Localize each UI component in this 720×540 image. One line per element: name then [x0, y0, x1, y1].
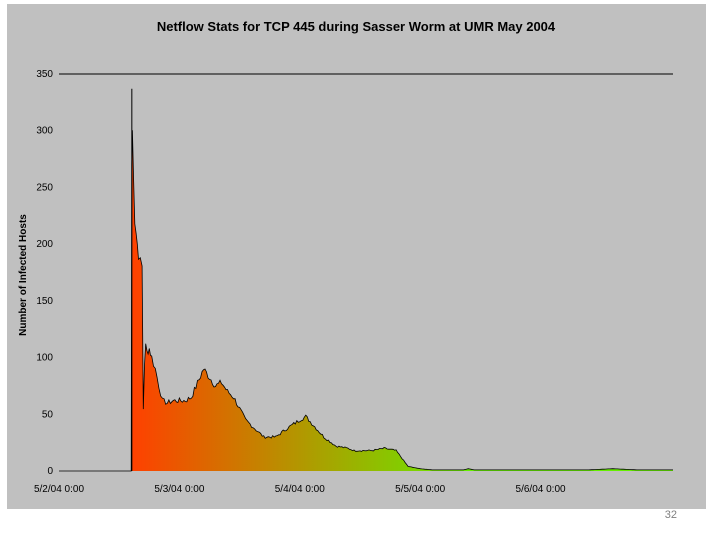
y-tick-label: 150	[36, 296, 53, 307]
page-number: 32	[664, 509, 677, 521]
chart-title: Netflow Stats for TCP 445 during Sasser …	[157, 19, 556, 34]
y-tick-label: 200	[36, 239, 53, 250]
x-tick-label: 5/3/04 0:00	[154, 484, 204, 495]
x-axis-ticks: 5/2/04 0:00 5/3/04 0:00 5/4/04 0:00 5/5/04 …	[34, 484, 566, 495]
y-tick-label: 50	[42, 409, 54, 420]
y-tick-label: 350	[36, 69, 53, 80]
y-axis-label: Number of Infected Hosts	[18, 214, 29, 336]
x-tick-label: 5/6/04 0:00	[516, 484, 566, 495]
x-tick-label: 5/5/04 0:00	[395, 484, 445, 495]
y-axis-ticks: 0 50 100 150 200 250 300 350	[36, 69, 53, 477]
infected-hosts-line	[59, 130, 673, 472]
area-chart: Netflow Stats for TCP 445 during Sasser …	[18, 19, 673, 495]
y-tick-label: 300	[36, 126, 53, 137]
chart-panel: Netflow Stats for TCP 445 during Sasser …	[7, 4, 706, 509]
y-tick-label: 100	[36, 353, 53, 364]
x-tick-label: 5/4/04 0:00	[275, 484, 325, 495]
y-tick-label: 0	[47, 466, 53, 477]
y-tick-label: 250	[36, 182, 53, 193]
x-tick-label: 5/2/04 0:00	[34, 484, 84, 495]
infected-hosts-area	[59, 130, 673, 471]
